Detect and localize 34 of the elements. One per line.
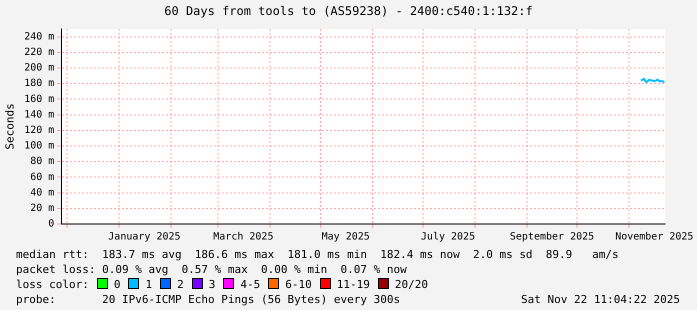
y-tick-label: 180 m bbox=[24, 78, 54, 90]
y-tick-label: 220 m bbox=[24, 46, 54, 58]
text: 4-5 bbox=[240, 278, 260, 291]
text: median rtt: 183.7 ms avg 186.6 ms max 181.0 ms min 182.4 ms now 2.0 ms sd 89.9 am/s bbox=[16, 247, 620, 262]
y-tick-label: 80 m bbox=[30, 156, 54, 168]
y-tick-label: 40 m bbox=[30, 187, 54, 198]
text: Sat Nov 22 11:04:22 2025 bbox=[521, 292, 680, 307]
text: probe: 20 IPv6-ICMP Echo Pings (56 Bytes) every 300s bbox=[16, 293, 400, 306]
x-tick-label: March 2025 bbox=[213, 232, 274, 243]
x-tick-label: May 2025 bbox=[322, 232, 370, 243]
y-axis-title: Seconds bbox=[3, 103, 16, 150]
text: 0 bbox=[114, 278, 120, 291]
text: 20/20 bbox=[394, 278, 428, 291]
y-tick-label: 160 m bbox=[24, 94, 54, 105]
y-tick-label: 0 bbox=[48, 218, 54, 230]
text: 2 bbox=[177, 278, 184, 291]
y-tick-label: 200 m bbox=[24, 62, 54, 74]
x-tick-label: September 2025 bbox=[510, 232, 594, 243]
text: 6-10 bbox=[285, 278, 312, 291]
text: 1 bbox=[145, 278, 152, 291]
y-tick-label: 60 m bbox=[30, 172, 54, 183]
text: 3 bbox=[208, 278, 216, 291]
x-tick-label: January 2025 bbox=[108, 232, 181, 243]
chart-title: 60 Days from tools to (AS59238) - 2400:c540:1:132:f bbox=[163, 4, 534, 18]
text: loss color: bbox=[16, 278, 89, 291]
y-tick-label: 100 m bbox=[24, 140, 54, 152]
x-tick-label: November 2025 bbox=[615, 232, 694, 243]
x-tick-label: July 2025 bbox=[420, 232, 476, 243]
y-tick-label: 240 m bbox=[24, 31, 54, 42]
y-tick-label: 20 m bbox=[30, 202, 54, 214]
y-tick-label: 140 m bbox=[24, 109, 54, 120]
y-tick-label: 120 m bbox=[24, 124, 54, 136]
text: packet loss: 0.09 % avg 0.57 % max 0.00 % min 0.07 % now bbox=[16, 262, 408, 277]
text: 11-19 bbox=[336, 278, 370, 291]
